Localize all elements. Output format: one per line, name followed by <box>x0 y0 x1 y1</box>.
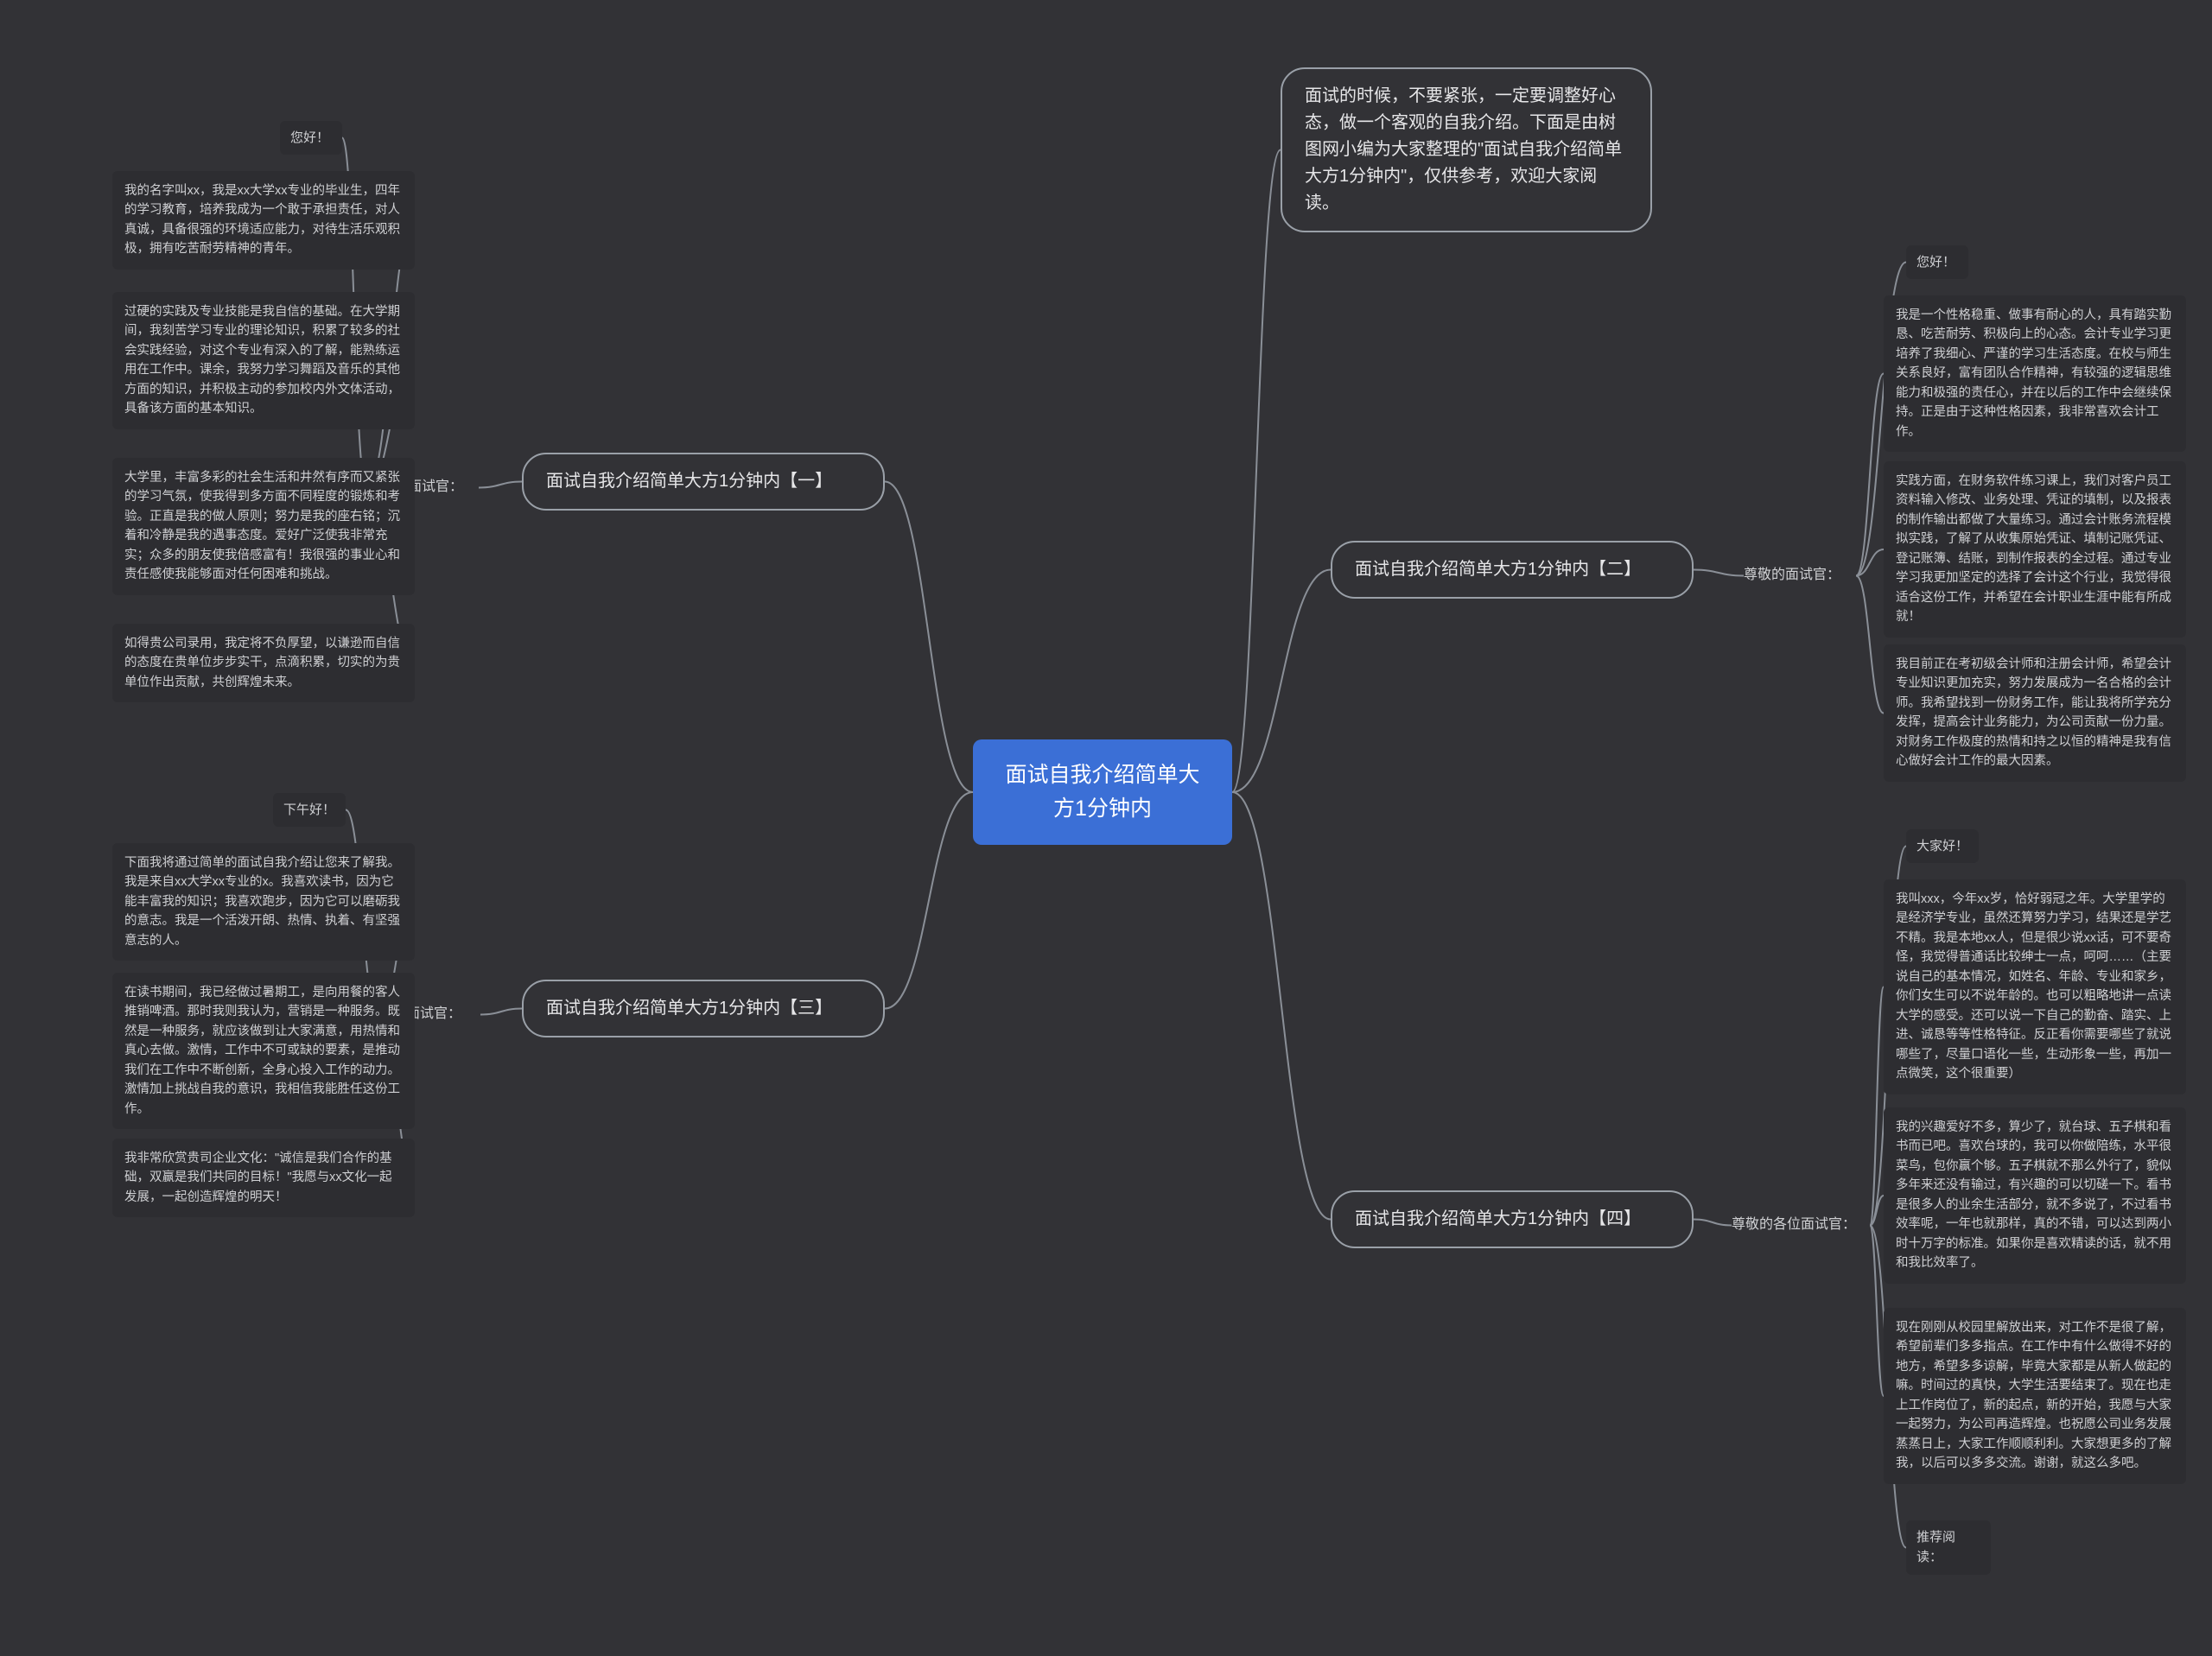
b2-greet: 您好！ <box>1906 245 1968 279</box>
b4-topic: 面试自我介绍简单大方1分钟内【四】 <box>1331 1190 1694 1248</box>
b1-topic: 面试自我介绍简单大方1分钟内【一】 <box>522 453 885 511</box>
b4-leaf-0: 我叫xxx，今年xx岁，恰好弱冠之年。大学里学的是经济学专业，虽然还算努力学习，… <box>1884 879 2186 1094</box>
b2-label: 尊敬的面试官： <box>1744 563 1856 588</box>
b4-extra: 推荐阅读： <box>1906 1520 1991 1575</box>
b2-leaf-1: 实践方面，在财务软件练习课上，我们对客户员工资料输入修改、业务处理、凭证的填制，… <box>1884 461 2186 638</box>
b2-leaf-0: 我是一个性格稳重、做事有耐心的人，具有踏实勤恳、吃苦耐劳、积极向上的心态。会计专… <box>1884 295 2186 452</box>
b3-leaf-0: 下面我将通过简单的面试自我介绍让您来了解我。我是来自xx大学xx专业的x。我喜欢… <box>112 843 415 961</box>
b3-leaf-2: 我非常欣赏贵司企业文化："诚信是我们合作的基础，双赢是我们共同的目标！"我愿与x… <box>112 1139 415 1217</box>
b1-greet: 您好！ <box>280 121 342 155</box>
b4-leaf-1: 我的兴趣爱好不多，算少了，就台球、五子棋和看书而已吧。喜欢台球的，我可以你做陪练… <box>1884 1107 2186 1284</box>
b3-greet: 下午好！ <box>273 793 346 827</box>
b1-leaf-1: 过硬的实践及专业技能是我自信的基础。在大学期间，我刻苦学习专业的理论知识，积累了… <box>112 292 415 429</box>
b4-label: 尊敬的各位面试官： <box>1732 1213 1870 1238</box>
b2-topic: 面试自我介绍简单大方1分钟内【二】 <box>1331 541 1694 599</box>
intro-node: 面试的时候，不要紧张，一定要调整好心态，做一个客观的自我介绍。下面是由树图网小编… <box>1281 67 1652 232</box>
b3-topic: 面试自我介绍简单大方1分钟内【三】 <box>522 980 885 1037</box>
b1-leaf-0: 我的名字叫xx，我是xx大学xx专业的毕业生，四年的学习教育，培养我成为一个敢于… <box>112 171 415 270</box>
b4-leaf-2: 现在刚刚从校园里解放出来，对工作不是很了解，希望前辈们多多指点。在工作中有什么做… <box>1884 1308 2186 1484</box>
b4-greet: 大家好！ <box>1906 829 1979 863</box>
b2-leaf-2: 我目前正在考初级会计师和注册会计师，希望会计专业知识更加充实，努力发展成为一名合… <box>1884 644 2186 782</box>
b1-leaf-3: 如得贵公司录用，我定将不负厚望，以谦逊而自信的态度在贵单位步步实干，点滴积累，切… <box>112 624 415 702</box>
b1-leaf-2: 大学里，丰富多彩的社会生活和井然有序而又紧张的学习气氛，使我得到多方面不同程度的… <box>112 458 415 595</box>
root-node: 面试自我介绍简单大方1分钟内 <box>973 739 1232 845</box>
b3-leaf-1: 在读书期间，我已经做过暑期工，是向用餐的客人推销啤酒。那时我则我认为，营销是一种… <box>112 973 415 1129</box>
mindmap-canvas: 面试自我介绍简单大方1分钟内 面试的时候，不要紧张，一定要调整好心态，做一个客观的… <box>0 0 2212 1656</box>
